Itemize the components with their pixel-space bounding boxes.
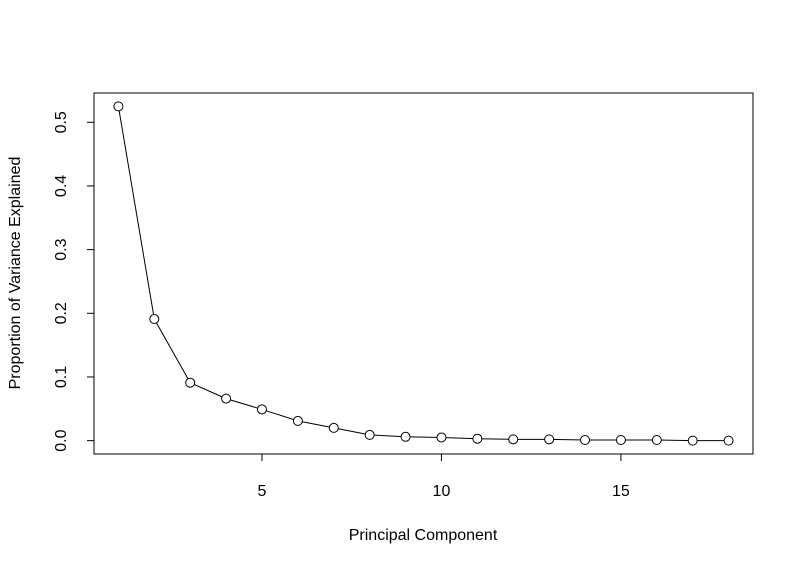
point xyxy=(149,314,160,325)
x-axis-label: Principal Component xyxy=(349,527,498,544)
y-axis-label: Proportion of Variance Explained xyxy=(7,157,24,390)
x-tick-label: 5 xyxy=(258,483,267,500)
point xyxy=(364,429,375,440)
point xyxy=(687,435,698,446)
y-tick-label: 0.4 xyxy=(53,175,70,197)
point xyxy=(723,435,734,446)
y-tick-label: 0.0 xyxy=(53,429,70,451)
y-tick-label: 0.5 xyxy=(53,111,70,133)
point xyxy=(544,434,555,445)
point xyxy=(113,101,124,112)
plot-frame xyxy=(93,92,754,455)
y-tick-label: 0.2 xyxy=(53,302,70,324)
point xyxy=(400,431,411,442)
point xyxy=(580,434,591,445)
point xyxy=(508,434,519,445)
point xyxy=(472,433,483,444)
point xyxy=(651,434,662,445)
series-line xyxy=(117,106,729,442)
point xyxy=(328,422,339,433)
x-tick-label: 15 xyxy=(612,483,630,500)
y-tick-label: 0.3 xyxy=(53,238,70,260)
point xyxy=(256,404,267,415)
point xyxy=(615,434,626,445)
point xyxy=(292,415,303,426)
x-tick-label: 10 xyxy=(433,483,451,500)
point xyxy=(436,432,447,443)
point xyxy=(221,393,232,404)
y-tick-label: 0.1 xyxy=(53,366,70,388)
point xyxy=(185,377,196,388)
